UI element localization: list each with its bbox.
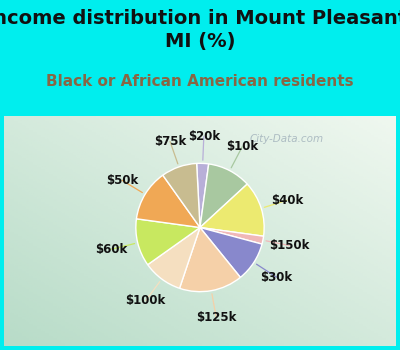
Text: $50k: $50k — [106, 174, 138, 187]
Wedge shape — [136, 219, 200, 265]
Wedge shape — [180, 228, 240, 292]
Wedge shape — [136, 175, 200, 228]
Wedge shape — [200, 164, 247, 228]
Text: $75k: $75k — [154, 135, 186, 148]
Wedge shape — [163, 163, 200, 228]
Wedge shape — [197, 163, 209, 228]
Text: Income distribution in Mount Pleasant,
MI (%): Income distribution in Mount Pleasant, M… — [0, 9, 400, 51]
Text: $60k: $60k — [95, 243, 128, 256]
Wedge shape — [200, 184, 264, 236]
Text: $10k: $10k — [226, 140, 258, 153]
Text: $20k: $20k — [188, 130, 220, 143]
Text: $125k: $125k — [196, 311, 236, 324]
Text: $40k: $40k — [271, 194, 303, 207]
Text: $30k: $30k — [260, 271, 292, 284]
Wedge shape — [148, 228, 200, 288]
Text: $100k: $100k — [126, 294, 166, 307]
Text: Black or African American residents: Black or African American residents — [46, 74, 354, 89]
Text: City-Data.com: City-Data.com — [249, 134, 323, 143]
Wedge shape — [200, 228, 262, 277]
Text: $150k: $150k — [269, 239, 310, 252]
Wedge shape — [200, 228, 264, 244]
